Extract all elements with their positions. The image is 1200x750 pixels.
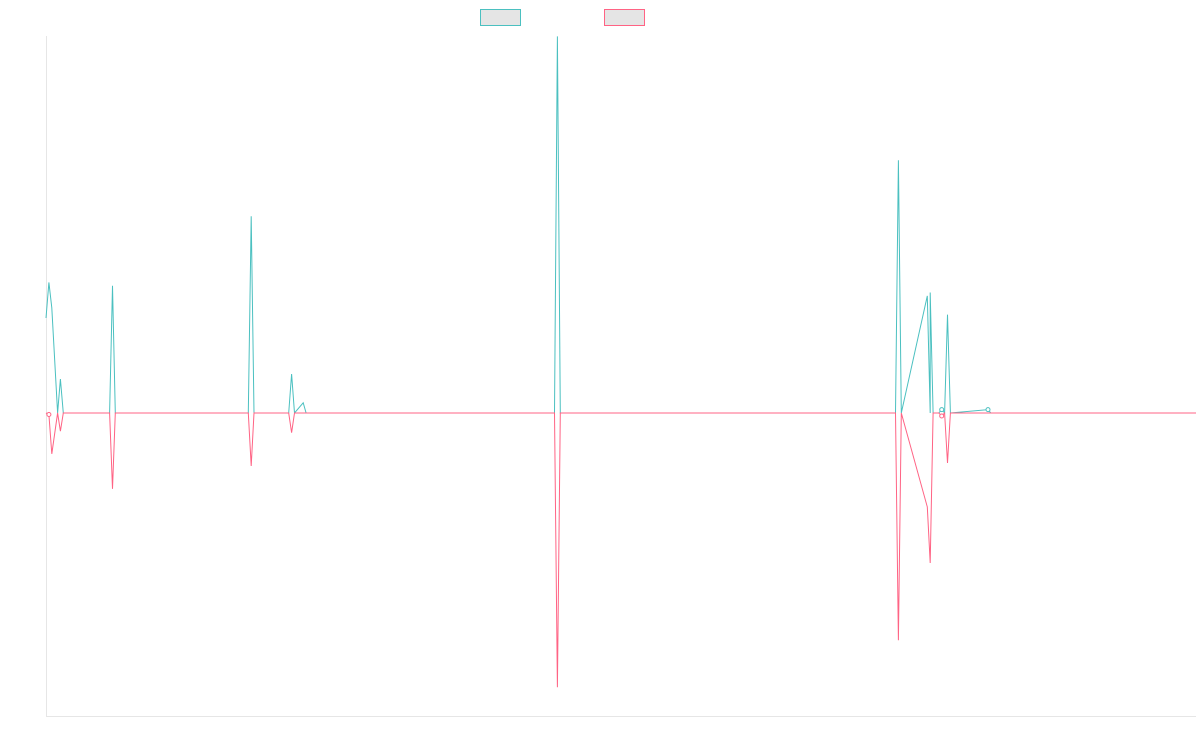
legend bbox=[480, 9, 645, 26]
series-line-2 bbox=[45, 411, 1196, 688]
series-2-point[interactable] bbox=[46, 412, 52, 417]
series-1-point[interactable] bbox=[985, 407, 991, 413]
legend-swatch-1[interactable] bbox=[480, 9, 521, 26]
axes bbox=[46, 36, 1196, 717]
series-1-point[interactable] bbox=[939, 407, 945, 413]
series-2-point[interactable] bbox=[939, 413, 945, 419]
legend-swatch-2[interactable] bbox=[604, 9, 645, 26]
series-line-1 bbox=[45, 36, 1196, 415]
plot-area bbox=[45, 36, 1196, 688]
